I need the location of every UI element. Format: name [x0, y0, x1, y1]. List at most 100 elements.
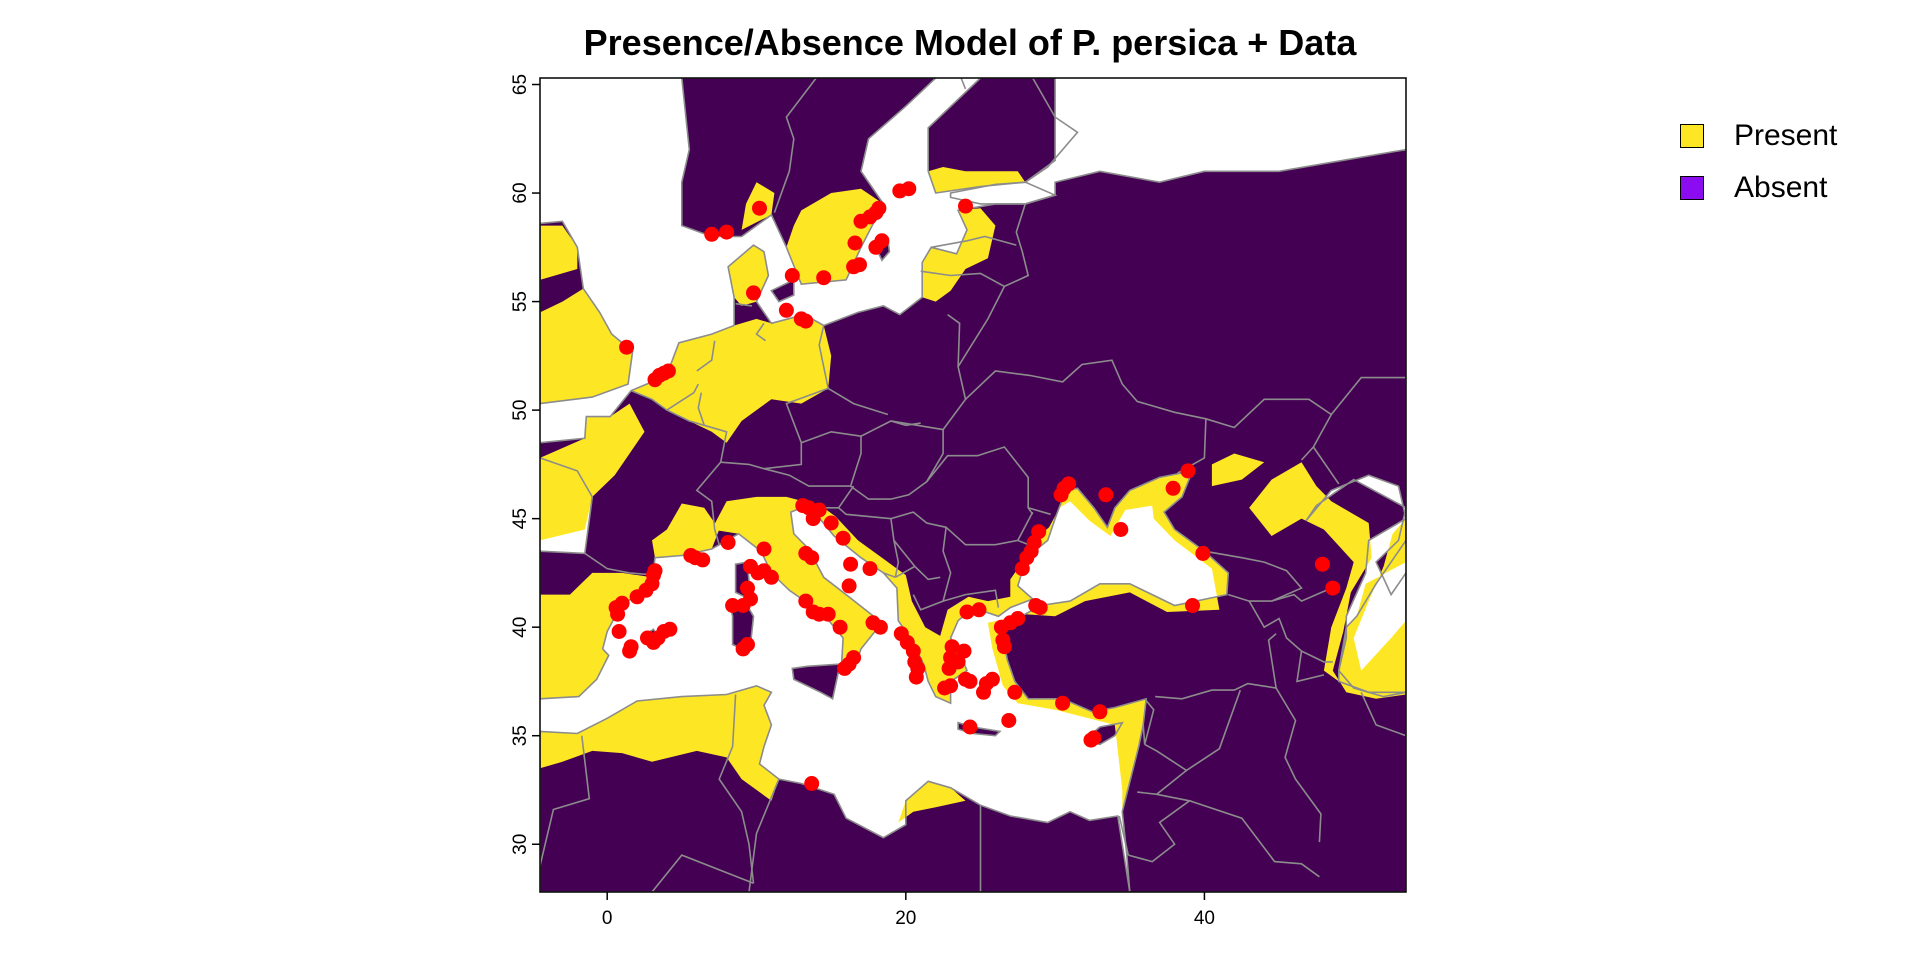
legend-item-present: Present — [1680, 110, 1837, 162]
occurrence-point — [1180, 463, 1196, 479]
present-france-south — [652, 503, 720, 558]
occurrence-point — [614, 595, 630, 611]
coastline-north-africa — [540, 684, 1131, 892]
occurrence-point — [763, 569, 779, 585]
land-zealand — [771, 279, 794, 302]
country-border — [755, 322, 766, 342]
land-scandinavia — [681, 78, 936, 285]
occurrence-point — [852, 257, 867, 273]
country-border — [1142, 698, 1155, 745]
occurrence-point — [1113, 522, 1129, 537]
country-border — [893, 539, 916, 567]
occurrence-point — [832, 619, 848, 635]
country-border — [1128, 793, 1192, 863]
country-border — [883, 572, 896, 579]
country-border — [1017, 511, 1034, 541]
occurrence-point — [901, 181, 917, 197]
land-sardinia — [729, 601, 754, 649]
country-border — [773, 78, 817, 213]
occurrence-point — [1098, 487, 1114, 503]
occurrence-point — [798, 593, 814, 609]
country-border — [1248, 600, 1333, 663]
occurrence-point — [1007, 684, 1023, 700]
occurrence-point — [958, 198, 973, 214]
occurrence-point — [778, 302, 794, 318]
coastline-sicily — [791, 663, 842, 701]
occurrence-point — [847, 235, 863, 251]
occurrence-point — [1032, 600, 1048, 616]
country-border — [763, 436, 862, 487]
occurrence-point — [784, 268, 800, 283]
occurrence-point — [725, 598, 741, 613]
country-border — [1271, 587, 1332, 603]
occurrence-point — [908, 669, 924, 685]
coastline-zealand — [770, 278, 795, 303]
occurrence-point — [752, 200, 767, 216]
occurrence-point — [1010, 611, 1026, 626]
country-border — [1330, 376, 1406, 416]
legend-swatch-absent — [1680, 176, 1704, 200]
occurrence-point — [704, 226, 720, 242]
country-border — [1275, 687, 1322, 843]
occurrence-point — [1001, 713, 1017, 728]
present-maghreb-coast — [540, 685, 779, 801]
occurrence-point — [623, 639, 639, 655]
occurrence-point — [984, 671, 1000, 687]
occurrence-point — [862, 561, 878, 577]
occurrence-point — [619, 339, 635, 355]
country-border — [697, 392, 705, 426]
country-border — [957, 203, 1030, 368]
present-caucasus-caspian — [1249, 462, 1406, 699]
country-border — [942, 589, 1000, 608]
occurrence-point — [835, 530, 851, 546]
country-border — [850, 429, 944, 500]
present-south-sweden — [786, 188, 884, 285]
legend-label-absent: Absent — [1734, 171, 1828, 204]
country-border — [718, 694, 755, 884]
water-caspian-sea — [1306, 475, 1406, 697]
coastline-caspian-sea — [1305, 474, 1406, 698]
country-border — [630, 389, 728, 545]
occurrence-point — [662, 621, 678, 637]
land-finland — [928, 78, 1056, 193]
occurrence-point — [720, 535, 736, 550]
present-south-russia — [1211, 453, 1265, 487]
present-britain-south — [540, 288, 633, 404]
occurrence-point — [943, 678, 959, 694]
occurrence-point — [971, 602, 987, 618]
country-border — [666, 383, 700, 411]
occurrence-point — [962, 719, 978, 735]
occurrence-point — [647, 563, 663, 579]
country-border — [890, 511, 952, 611]
occurrence-point — [841, 578, 857, 594]
occurrence-point — [660, 363, 676, 379]
occurrence-point — [1055, 695, 1071, 711]
occurrence-point — [695, 552, 711, 568]
chart-title: Presence/Absence Model of P. persica + D… — [583, 22, 1357, 63]
y-tick-label: 55 — [510, 291, 531, 312]
country-border — [827, 387, 889, 416]
country-border — [1189, 800, 1320, 878]
x-tick-label: 20 — [895, 908, 916, 929]
occurrence-point — [944, 639, 960, 655]
occurrence-point — [1092, 704, 1108, 720]
country-border — [1296, 650, 1325, 683]
occurrence-point — [804, 776, 820, 791]
country-border — [1024, 78, 1079, 183]
country-border — [1204, 550, 1303, 602]
present-adriatic-east — [816, 470, 1229, 812]
occurrence-point — [1031, 524, 1047, 540]
country-border — [696, 340, 716, 372]
present-iberia-east — [540, 572, 655, 699]
present-benelux-germany — [631, 314, 832, 443]
occurrence-point — [811, 502, 827, 518]
occurrence-point — [743, 591, 758, 607]
country-border — [1155, 633, 1278, 700]
country-border — [890, 420, 921, 427]
occurrence-point — [1061, 476, 1077, 492]
occurrence-point — [843, 556, 859, 572]
water-gulf-of-finland — [950, 182, 1056, 204]
occurrence-point — [872, 619, 888, 635]
legend-swatch-present — [1680, 124, 1704, 148]
